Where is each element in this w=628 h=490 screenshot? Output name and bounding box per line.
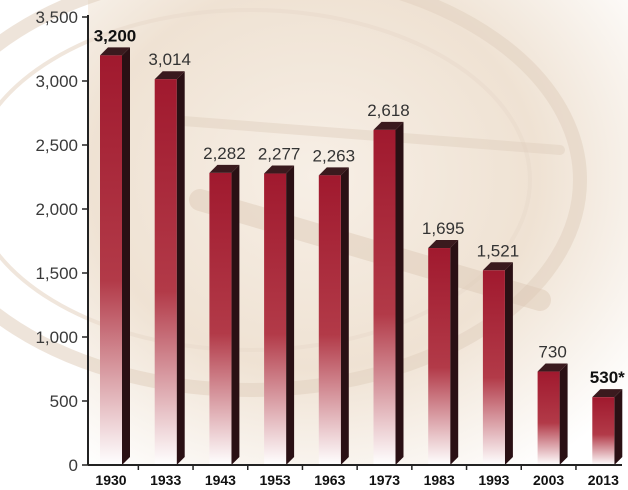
y-tick-label-1500: 1,500: [35, 264, 78, 283]
data-label-1933: 3,014: [148, 50, 191, 69]
x-tick-label-1930: 1930: [95, 472, 126, 488]
bar-cap-1963: [318, 167, 349, 176]
bar-side-1943: [231, 164, 240, 466]
bar-1973: [373, 129, 396, 465]
bar-cap-2003: [537, 363, 568, 372]
x-tick-label-1943: 1943: [205, 472, 236, 488]
bar-side-2003: [559, 363, 568, 465]
bar-cap-1943: [209, 164, 240, 173]
bar-cap-2013: [592, 389, 623, 398]
bar-1993: [482, 270, 505, 465]
y-tick-label-3000: 3,000: [35, 72, 78, 91]
bar-1983: [428, 248, 451, 465]
bar-1953: [264, 173, 287, 465]
data-label-1930: 3,200: [94, 26, 137, 45]
data-label-1943: 2,282: [203, 144, 246, 163]
clock-background-image: [0, 0, 628, 465]
data-label-1953: 2,277: [258, 145, 301, 164]
bar-2013: [592, 397, 615, 465]
x-tick-label-1953: 1953: [260, 472, 291, 488]
bar-1930: [100, 55, 122, 466]
x-tick-label-1983: 1983: [424, 472, 455, 488]
bar-1963: [318, 175, 341, 465]
bar-1943: [209, 172, 232, 466]
bar-side-1983: [450, 240, 459, 465]
x-tick-label-1963: 1963: [314, 472, 345, 488]
data-label-1993: 1,521: [477, 241, 520, 260]
bar-side-1953: [286, 165, 295, 465]
y-tick-label-2000: 2,000: [35, 200, 78, 219]
data-label-2013: 530*: [590, 368, 625, 387]
x-tick-label-1973: 1973: [369, 472, 400, 488]
axes-group: 1930 1933 1943 1953 1963 1973 1983 1993 2003 2013…: [35, 8, 622, 488]
bar-side-1993: [504, 262, 513, 465]
bar-2003: [537, 371, 560, 465]
bar-cap-1953: [264, 165, 295, 174]
y-tick-label-0: 0: [69, 456, 78, 475]
value-labels-group: 3,200 3,014 2,282 2,277 2,263 2,618 1,695 1,521…: [94, 26, 625, 387]
bar-cap-1933: [154, 71, 185, 80]
y-tick-label-3500: 3,500: [35, 8, 78, 27]
x-tick-label-1933: 1933: [150, 472, 181, 488]
y-tick-label-1000: 1,000: [35, 328, 78, 347]
data-label-1973: 2,618: [367, 101, 410, 120]
x-tick-label-2003: 2003: [533, 472, 564, 488]
bar-side-2013: [614, 389, 623, 465]
bars-group: [100, 47, 623, 466]
data-label-1983: 1,695: [422, 219, 465, 238]
x-tick-label-2013: 2013: [588, 472, 619, 488]
y-tick-label-2500: 2,500: [35, 136, 78, 155]
bar-side-1930: [122, 47, 130, 466]
bar-1933: [154, 79, 177, 465]
bar-cap-1993: [482, 262, 513, 271]
data-label-1963: 2,263: [313, 146, 356, 165]
y-tick-label-500: 500: [50, 392, 78, 411]
bar-cap-1973: [373, 121, 404, 130]
bar-cap-1983: [428, 240, 459, 249]
x-tick-label-1993: 1993: [478, 472, 509, 488]
bar-side-1973: [395, 121, 404, 466]
bar-cap-1930: [100, 47, 130, 56]
bar-side-1933: [176, 71, 185, 465]
bar-side-1963: [340, 167, 349, 465]
data-label-2003: 730: [538, 343, 566, 362]
